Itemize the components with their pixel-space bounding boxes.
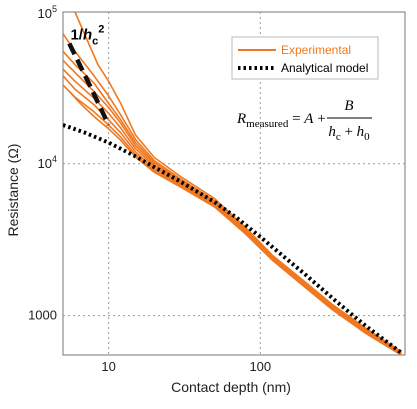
inverse-square-prefix: 1/ — [70, 27, 83, 44]
equation-h0-subscript: 0 — [364, 131, 370, 143]
legend-label-experimental: Experimental — [281, 43, 351, 57]
inverse-square-subscript: c — [92, 36, 98, 48]
inverse-square-exponent: 2 — [98, 24, 104, 36]
experimental-curves — [63, 12, 402, 355]
y-tick-label: 1000 — [28, 308, 57, 323]
equation-h0: h — [357, 124, 365, 140]
equation-lhs: Rmeasured = A + — [236, 111, 326, 130]
equation-r-subscript: measured — [246, 118, 289, 130]
equation-denominator: hc + h0 — [328, 124, 370, 143]
inverse-square-label: 1/hc2 — [70, 24, 104, 48]
legend: Experimental Analytical model — [231, 36, 379, 80]
y-tick-label: 105 — [38, 4, 57, 21]
y-tick-label: 104 — [38, 154, 57, 171]
y-axis-title: Resistance (Ω) — [5, 144, 21, 237]
experimental-curve-8 — [68, 90, 402, 355]
equation-hc: h — [328, 124, 336, 140]
y-tick-base: 10 — [38, 6, 52, 21]
equation-plus: + — [313, 111, 325, 127]
equation-hc-subscript: c — [336, 131, 341, 143]
equation-r: R — [236, 111, 246, 127]
x-axis-title: Contact depth (nm) — [171, 379, 291, 395]
y-tick-base: 10 — [38, 156, 52, 171]
inverse-square-h: h — [83, 27, 92, 44]
x-tick-label: 10 — [101, 359, 115, 374]
inverse-square-dashed-line — [67, 42, 111, 126]
y-tick-exponent: 4 — [52, 154, 57, 164]
equation-numerator: B — [344, 98, 353, 114]
x-tick-label: 100 — [249, 359, 271, 374]
model-equation: Rmeasured = A +Bhc + h0 — [236, 98, 372, 143]
legend-box — [231, 36, 379, 80]
equation-denominator-plus: + — [341, 124, 357, 140]
equation-a: A — [303, 111, 314, 127]
experimental-curve-1 — [74, 12, 402, 353]
equation-equals: = — [288, 111, 304, 127]
legend-label-model: Analytical model — [281, 61, 368, 75]
y-tick-exponent: 5 — [52, 4, 57, 14]
